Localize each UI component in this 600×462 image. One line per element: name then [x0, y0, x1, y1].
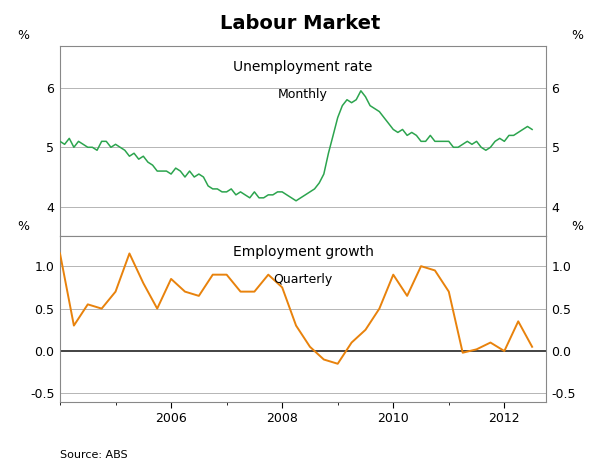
- Text: Quarterly: Quarterly: [274, 273, 332, 286]
- Text: Unemployment rate: Unemployment rate: [233, 60, 373, 73]
- Text: %: %: [17, 30, 29, 43]
- Text: Source: ABS: Source: ABS: [60, 450, 128, 460]
- Text: %: %: [17, 220, 29, 233]
- Text: Monthly: Monthly: [278, 88, 328, 101]
- Text: Labour Market: Labour Market: [220, 14, 380, 33]
- Text: Employment growth: Employment growth: [233, 245, 373, 259]
- Text: %: %: [572, 220, 584, 233]
- Text: %: %: [572, 30, 584, 43]
